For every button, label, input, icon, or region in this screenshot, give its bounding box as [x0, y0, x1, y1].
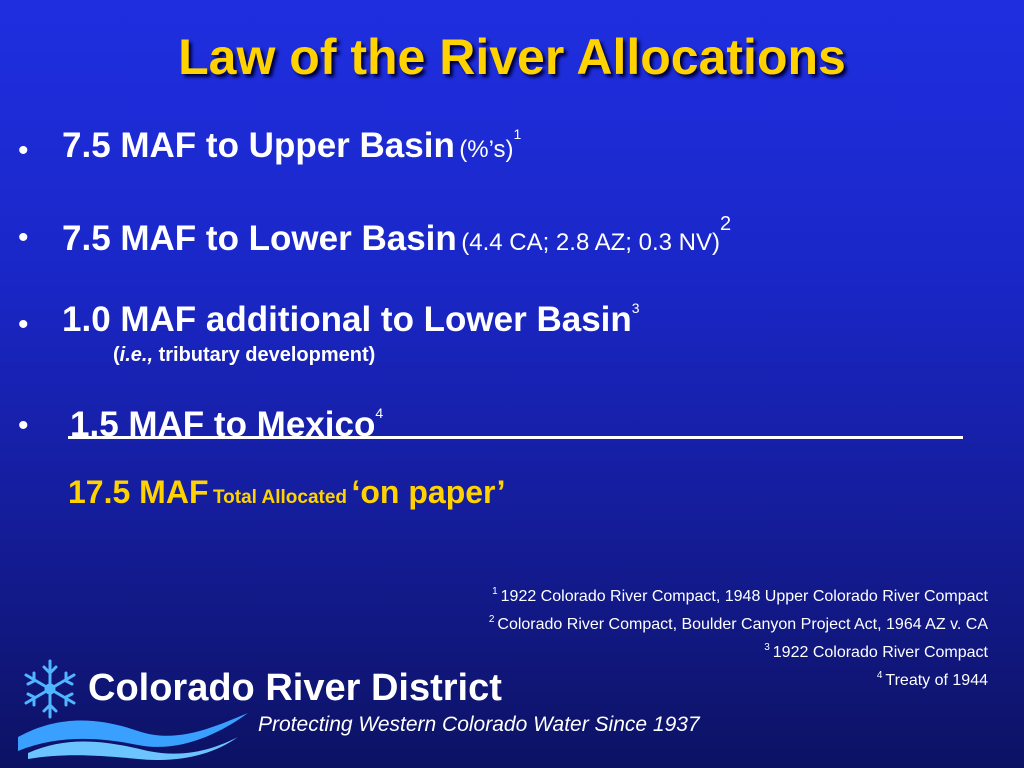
bullet-note: (%’s)	[459, 136, 514, 163]
logo-graphic	[18, 659, 248, 760]
footnote-text: 1922 Colorado River Compact, 1948 Upper …	[500, 588, 988, 605]
footnote-line: 1 1922 Colorado River Compact, 1948 Upper…	[489, 580, 988, 608]
bullet-main-text: 7.5 MAF to Upper Basin	[62, 126, 455, 165]
footnote-text: Treaty of 1944	[885, 672, 988, 689]
tributary-note: (i.e., tributary development)	[113, 344, 375, 367]
bullet-main-text: 1.0 MAF additional to Lower Basin	[62, 300, 632, 339]
note-rest: tributary development)	[153, 344, 376, 366]
footnotes: 1 1922 Colorado River Compact, 1948 Upper…	[489, 580, 988, 692]
total-suffix: ‘on paper’	[351, 474, 506, 510]
total-amount: 17.5 MAF	[68, 474, 209, 510]
footnote-line: 3 1922 Colorado River Compact	[489, 636, 988, 664]
logo-organization-name: Colorado River District	[88, 667, 502, 709]
footnote-line: 2 Colorado River Compact, Boulder Canyon …	[489, 608, 988, 636]
footnote-number: 2	[488, 614, 495, 625]
slide-title: Law of the River Allocations	[178, 29, 846, 85]
logo-tagline: Protecting Western Colorado Water Since …	[258, 713, 700, 736]
wave-icon	[18, 713, 248, 751]
total-allocated: 17.5 MAF Total Allocated ‘on paper’	[68, 474, 506, 511]
footnote-number: 4	[876, 670, 883, 681]
bullet-marker: •	[18, 308, 29, 341]
note-open-paren: (	[113, 344, 120, 366]
footnote-marker: 3	[631, 300, 640, 316]
total-label: Total Allocated	[212, 487, 348, 508]
colorado-river-district-logo: Colorado River District Protecting Weste…	[18, 655, 700, 760]
bullet-marker: •	[18, 409, 29, 442]
footnote-number: 3	[764, 642, 770, 653]
footnote-marker: 4	[375, 405, 384, 421]
footnote-line: 4 Treaty of 1944	[489, 664, 988, 692]
footnote-marker: 2	[720, 213, 732, 235]
footnote-text: 1922 Colorado River Compact	[772, 644, 988, 661]
bullet-note: (4.4 CA; 2.8 AZ; 0.3 NV)	[461, 229, 721, 256]
sum-underline	[68, 436, 963, 439]
bullet-marker: •	[18, 134, 29, 167]
note-italic-ie: i.e.,	[119, 344, 154, 366]
footnote-number: 1	[492, 586, 498, 597]
bullet-marker: •	[18, 221, 29, 254]
snowflake-icon	[24, 659, 76, 719]
footnote-text: Colorado River Compact, Boulder Canyon P…	[497, 616, 988, 633]
footnote-marker: 1	[513, 126, 522, 142]
bullet-main-text: 7.5 MAF to Lower Basin	[62, 219, 457, 258]
